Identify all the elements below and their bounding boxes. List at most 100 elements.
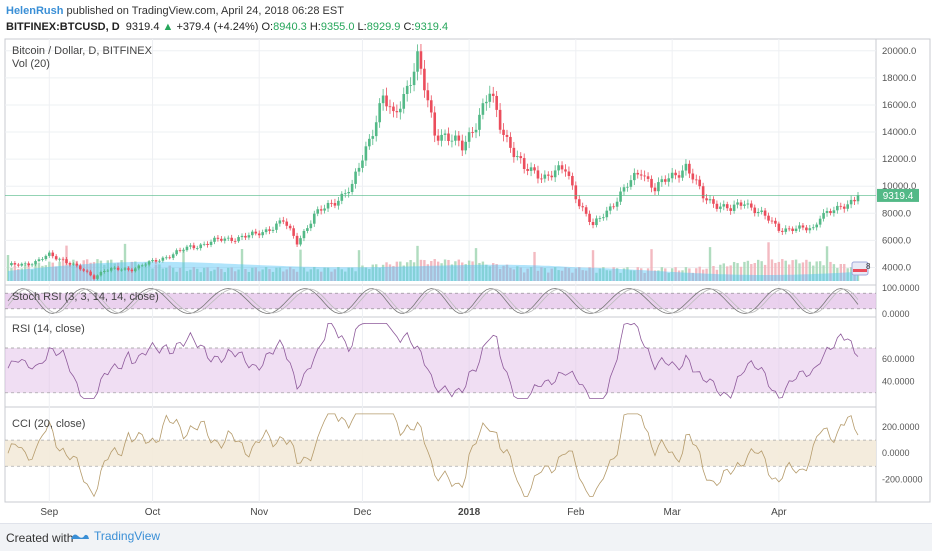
volume-bar [633, 270, 636, 281]
volume-bar [168, 265, 171, 281]
volume-bar [812, 265, 815, 281]
volume-bar [839, 264, 842, 281]
volume-bar [595, 272, 598, 281]
candle-body [278, 220, 282, 224]
candle-body [343, 193, 347, 195]
volume-bar [206, 267, 209, 281]
volume-bar [760, 261, 763, 281]
candle-body [615, 201, 619, 207]
volume-bar [244, 268, 247, 281]
candle-body [760, 210, 763, 212]
volume-bar [251, 267, 254, 281]
volume-bar [849, 267, 853, 281]
candle-body [178, 250, 182, 252]
volume-bar [37, 262, 41, 281]
volume-bar [227, 267, 230, 281]
candle-body [164, 257, 168, 259]
tradingview-link[interactable]: TradingView [70, 529, 160, 543]
candle-body [282, 220, 285, 222]
volume-bar [282, 271, 285, 281]
volume-bar [657, 270, 660, 281]
candle-body [746, 203, 750, 205]
volume-bar [739, 266, 743, 281]
candle-body [309, 223, 313, 229]
candle-body [240, 235, 244, 238]
x-axis-label: Nov [250, 507, 268, 518]
volume-bar [51, 262, 54, 281]
candle-body [739, 202, 743, 206]
volume-bar [127, 266, 130, 281]
volume-bar [543, 268, 547, 281]
volume-bar [357, 250, 361, 281]
up-arrow-icon: ▲ [162, 21, 174, 33]
chart-header: HelenRush published on TradingView.com, … [0, 0, 932, 36]
candle-body [72, 263, 75, 265]
candle-body [777, 223, 781, 231]
volume-bar [192, 267, 196, 281]
volume-bar [674, 267, 677, 281]
volume-bar [213, 269, 216, 281]
volume-bar [405, 262, 409, 281]
volume-bar [732, 261, 736, 281]
volume-bar [688, 268, 691, 281]
volume-bar [61, 260, 65, 281]
candle-body [423, 68, 426, 91]
candle-body [237, 237, 240, 242]
events-badge[interactable]: 8 [851, 261, 871, 276]
volume-bar [419, 259, 423, 281]
volume-bar [629, 270, 633, 281]
candle-body [106, 270, 110, 272]
chart-canvas[interactable]: 20000.0 18000.0 16000.0 14000.0 12000.0 10000… [0, 36, 932, 523]
stoch-d-line [7, 288, 859, 314]
candle-body [829, 211, 832, 214]
candle-body [330, 202, 333, 204]
candle-body [681, 170, 684, 178]
candle-body [275, 223, 278, 230]
volume-bar [316, 269, 319, 281]
volume-bar [58, 261, 61, 281]
volume-bar [726, 266, 729, 281]
candle-body [505, 134, 509, 137]
price-axis-label: 10000.0 [882, 181, 916, 192]
candle-body [419, 51, 423, 69]
volume-bar [574, 268, 578, 281]
header-line-2: BITFINEX:BTCUSD, D 9319.4 ▲ +379.4 (+4.2… [6, 21, 448, 33]
volume-bar [326, 267, 330, 281]
candle-body [147, 261, 151, 265]
volume-bars [6, 242, 860, 281]
candle-body [130, 269, 134, 272]
volume-bar [361, 265, 364, 281]
candle-body [502, 129, 505, 135]
main-pane[interactable] [4, 38, 877, 286]
candle-body [536, 170, 540, 179]
stoch-axis-label: 0.0000 [882, 309, 910, 319]
candle-body [643, 175, 646, 177]
volume-bar [660, 267, 664, 281]
volume-bar [199, 272, 202, 281]
publish-info: published on TradingView.com, April 24, … [66, 5, 344, 17]
volume-bar [509, 267, 512, 281]
volume-bar [698, 266, 701, 281]
candle-body [842, 206, 846, 209]
candle-body [103, 270, 106, 272]
candle-body [691, 173, 695, 180]
candle-body [399, 108, 402, 113]
candle-body [471, 132, 474, 133]
volume-bar [553, 267, 557, 281]
y-axis-labels: 20000.0 18000.0 16000.0 14000.0 12000.0 10000… [882, 46, 923, 485]
candle-body [801, 225, 805, 228]
candle-body [694, 179, 698, 181]
author-link[interactable]: HelenRush [6, 5, 64, 17]
cci-axis-label: -200.0000 [882, 474, 923, 484]
candle-body [65, 259, 68, 264]
volume-bar [485, 264, 488, 281]
candle-body [357, 167, 361, 172]
volume-bar [116, 262, 120, 281]
volume-bar [684, 267, 688, 281]
volume-bar [371, 264, 374, 281]
price-scale[interactable] [875, 38, 931, 503]
candle-body [27, 263, 30, 266]
volume-bar [750, 264, 753, 281]
candle-body [75, 263, 79, 266]
volume-bar [753, 263, 756, 281]
